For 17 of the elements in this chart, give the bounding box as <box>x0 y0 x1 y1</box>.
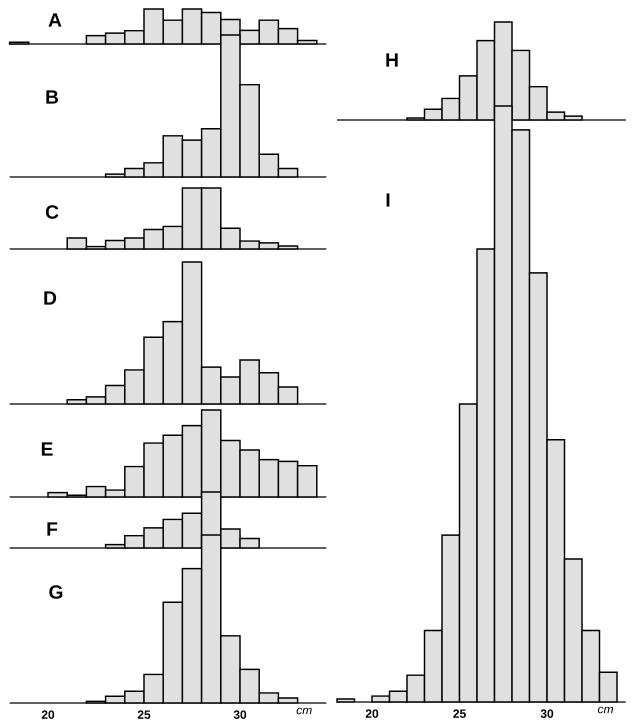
text: F <box>47 522 58 536</box>
x-tick-label: 20 <box>366 709 378 718</box>
x-tick-label: 25 <box>453 709 466 718</box>
x-tick-label: 20 <box>42 710 54 719</box>
text: I <box>386 193 390 207</box>
x-axis-title: cm <box>296 708 312 714</box>
text: E <box>42 442 53 456</box>
text: B <box>46 90 58 104</box>
text: G <box>49 585 62 599</box>
text: D <box>44 291 56 305</box>
text: C <box>46 205 58 219</box>
chart-title: A <box>48 13 62 27</box>
x-tick-label: 25 <box>138 710 150 719</box>
text: H <box>386 53 398 67</box>
x-tick-label: 30 <box>540 709 554 718</box>
x-axis-title: cm <box>598 706 613 714</box>
x-tick-label: 30 <box>234 710 246 719</box>
